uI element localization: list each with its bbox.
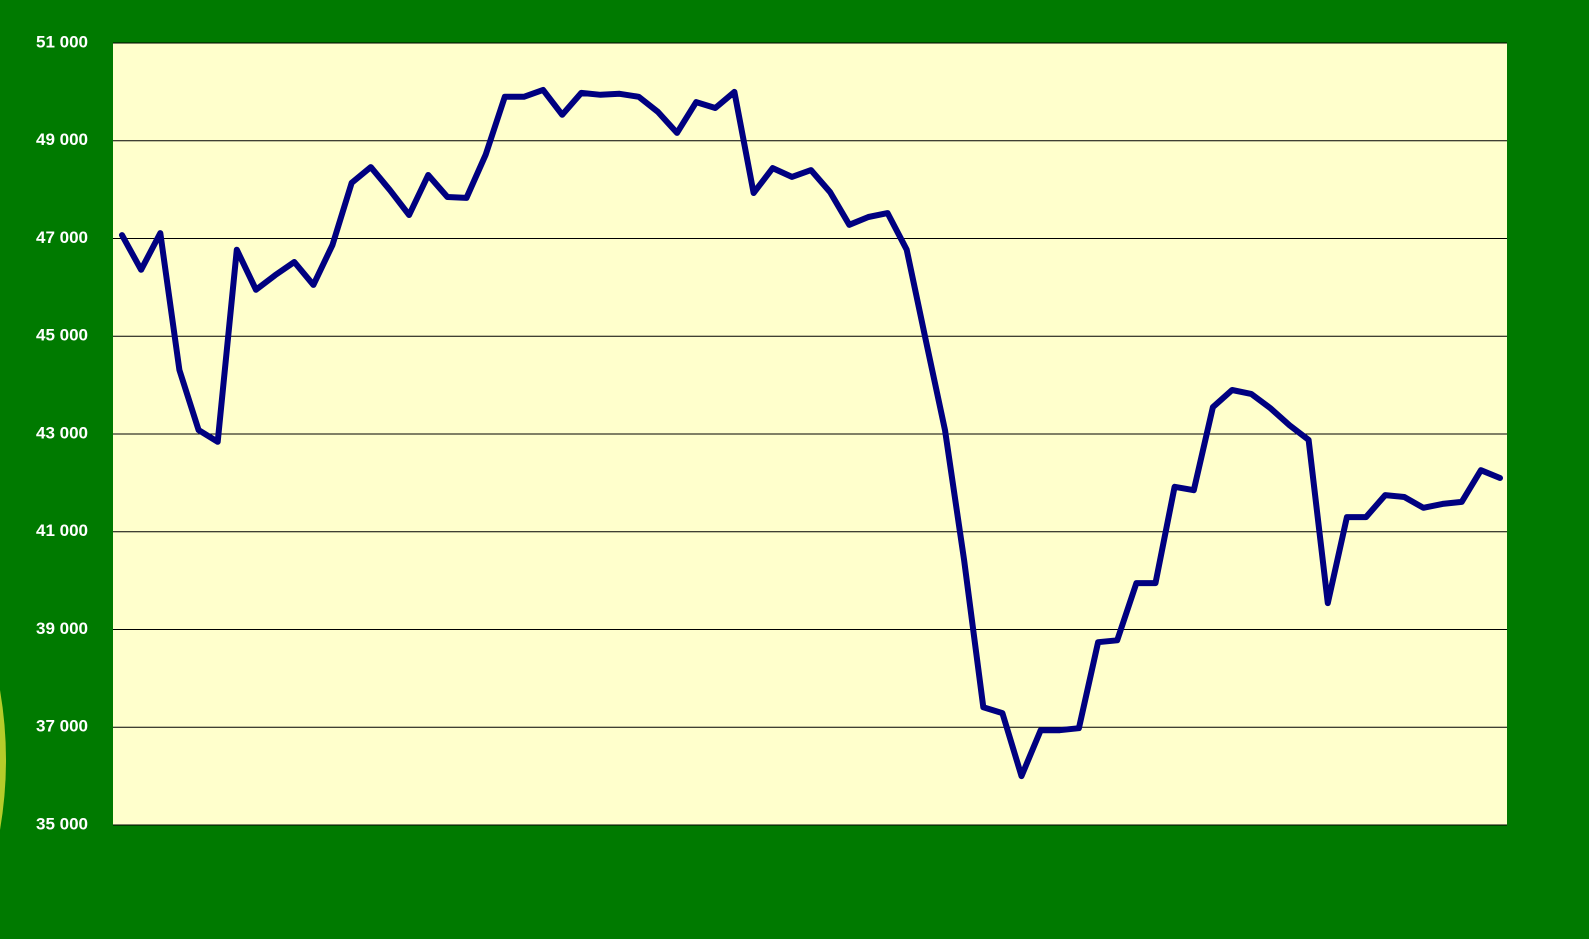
y-tick-label: 37 000: [36, 717, 88, 736]
y-tick-label: 39 000: [36, 619, 88, 638]
y-tick-label: 47 000: [36, 228, 88, 247]
y-tick-label: 49 000: [36, 130, 88, 149]
y-tick-label: 35 000: [36, 814, 88, 833]
y-tick-label: 51 000: [36, 32, 88, 51]
y-tick-label: 41 000: [36, 521, 88, 540]
line: [119, 86, 1503, 780]
y-tick-label: 43 000: [36, 423, 88, 442]
y-tick-label: 45 000: [36, 326, 88, 345]
decoration: [0, 690, 6, 830]
